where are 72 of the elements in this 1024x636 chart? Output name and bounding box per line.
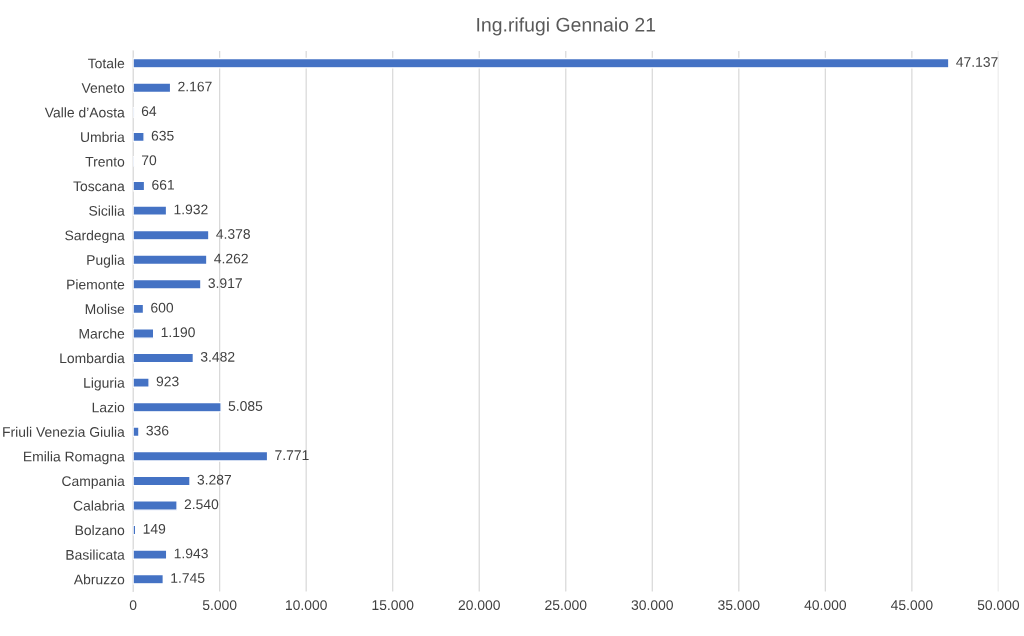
data-label: 47.137 bbox=[956, 57, 998, 67]
y-tick-label: Marche bbox=[79, 328, 125, 339]
x-tick-label: 5.000 bbox=[202, 600, 237, 611]
y-tick-label: Calabria bbox=[73, 500, 125, 511]
bar bbox=[133, 500, 178, 511]
data-label: 4.262 bbox=[214, 253, 248, 264]
y-tick-label: Valle d’Aosta bbox=[44, 107, 125, 118]
bar bbox=[133, 229, 210, 241]
bar bbox=[133, 328, 155, 339]
bar bbox=[133, 450, 269, 462]
y-tick-label: Lazio bbox=[92, 402, 125, 413]
x-tick-label: 20.000 bbox=[458, 600, 500, 611]
bar bbox=[133, 352, 195, 364]
y-tick-label: Bolzano bbox=[75, 525, 125, 536]
data-label: 1.943 bbox=[174, 548, 208, 559]
y-tick-label: Friuli Venezia Giulia bbox=[3, 426, 125, 437]
bar bbox=[133, 82, 172, 94]
bar bbox=[133, 549, 168, 560]
x-tick-label: 30.000 bbox=[631, 600, 673, 611]
y-tick-label: Basilicata bbox=[66, 549, 125, 560]
y-tick-label: Sicilia bbox=[89, 205, 125, 216]
x-tick-label: 35.000 bbox=[718, 600, 760, 611]
x-tick-label: 10.000 bbox=[286, 600, 327, 611]
data-label: 70 bbox=[141, 155, 157, 166]
y-tick-label: Campania bbox=[62, 475, 125, 489]
data-label: 336 bbox=[146, 425, 169, 436]
data-label: 661 bbox=[152, 179, 174, 190]
x-tick-label: 0 bbox=[129, 600, 137, 611]
data-label: 600 bbox=[151, 302, 174, 313]
bar bbox=[133, 573, 165, 585]
data-label: 923 bbox=[156, 376, 179, 387]
y-tick-label: Trento bbox=[85, 156, 125, 167]
data-label: 5.085 bbox=[228, 401, 263, 411]
bar bbox=[133, 475, 191, 487]
x-tick-label: 25.000 bbox=[545, 600, 587, 611]
data-label: 3.917 bbox=[208, 278, 242, 289]
bar bbox=[133, 426, 140, 438]
data-label: 4.378 bbox=[216, 229, 250, 239]
data-label: 7.771 bbox=[275, 450, 309, 460]
data-label: 1.745 bbox=[171, 573, 205, 583]
x-tick-label: 45.000 bbox=[890, 600, 933, 611]
y-tick-label: Veneto bbox=[81, 83, 125, 93]
data-label: 2.540 bbox=[184, 499, 219, 510]
y-tick-label: Umbria bbox=[81, 131, 125, 143]
data-label: 149 bbox=[143, 523, 166, 534]
data-label: 3.482 bbox=[200, 351, 235, 362]
y-tick-label: Liguria bbox=[84, 377, 125, 391]
y-tick-label: Totale bbox=[88, 58, 125, 69]
data-label: 2.167 bbox=[178, 81, 212, 92]
bar bbox=[133, 377, 150, 388]
x-tick-label: 50.000 bbox=[977, 600, 1020, 611]
bar bbox=[133, 401, 222, 413]
y-tick-label: Sardegna bbox=[65, 230, 125, 244]
data-label: 635 bbox=[151, 130, 174, 141]
data-label: 1.190 bbox=[161, 327, 195, 338]
data-label: 3.287 bbox=[197, 474, 232, 485]
y-tick-label: Lombardia bbox=[60, 353, 125, 364]
bar bbox=[133, 57, 950, 69]
y-tick-label: Emilia Romagna bbox=[24, 451, 125, 465]
x-tick-label: 40.000 bbox=[804, 600, 847, 611]
y-tick-label: Molise bbox=[85, 303, 125, 315]
data-label: 64 bbox=[141, 106, 157, 117]
y-tick-label: Toscana bbox=[73, 181, 125, 192]
data-label: 1.932 bbox=[174, 204, 208, 215]
bar bbox=[133, 254, 208, 266]
y-tick-label: Piemonte bbox=[67, 279, 125, 290]
y-tick-label: Puglia bbox=[87, 254, 125, 268]
bar bbox=[133, 205, 168, 216]
chart-title: Ing.rifugi Gennaio 21 bbox=[477, 17, 656, 36]
y-tick-label: Abruzzo bbox=[73, 574, 125, 585]
x-tick-label: 15.000 bbox=[372, 600, 414, 611]
bar bbox=[133, 278, 202, 290]
